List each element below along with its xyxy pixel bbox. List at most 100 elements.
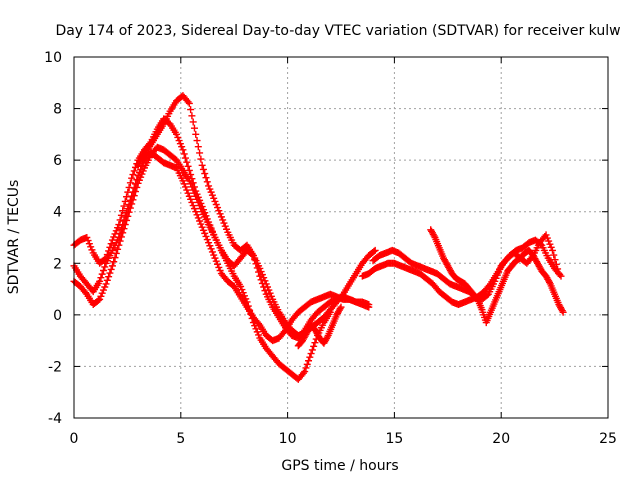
data-point-fill: [223, 225, 231, 233]
data-point: [205, 239, 213, 247]
y-tick-label: 8: [53, 102, 62, 118]
data-point: [102, 280, 110, 288]
data-point-fill: [190, 205, 198, 213]
data-point-fill: [117, 211, 125, 219]
data-point-fill: [244, 302, 252, 310]
data-point-fill: [545, 237, 553, 245]
data-point: [96, 277, 104, 285]
data-point-fill: [305, 357, 313, 365]
data-point-fill: [110, 258, 118, 266]
data-point-fill: [120, 225, 128, 233]
data-point: [491, 277, 499, 285]
data-point-fill: [105, 273, 113, 281]
data-point-fill: [124, 188, 132, 196]
data-point: [249, 319, 257, 327]
series-track-e: [358, 236, 565, 309]
data-point-fill: [492, 274, 500, 282]
data-point-fill: [193, 211, 201, 219]
data-point: [555, 270, 563, 278]
data-point-fill: [174, 133, 182, 141]
data-point-fill: [116, 216, 124, 224]
data-point-fill: [111, 254, 119, 262]
data-point: [185, 166, 193, 174]
data-point-fill: [135, 176, 143, 184]
data-point-fill: [552, 260, 560, 268]
data-point-fill: [547, 243, 555, 251]
data-point-fill: [551, 256, 559, 264]
data-point-fill: [103, 251, 111, 259]
data-point-fill: [189, 186, 197, 194]
data-point-fill: [107, 265, 115, 273]
y-tick-label: -4: [48, 411, 62, 427]
data-point-fill: [207, 245, 215, 253]
data-point: [337, 303, 345, 311]
data-point-fill: [203, 178, 211, 186]
data-point-fill: [103, 276, 111, 284]
data-point-fill: [193, 137, 201, 145]
data-point-fill: [310, 342, 318, 350]
data-point-fill: [133, 183, 141, 191]
data-point-fill: [123, 216, 131, 224]
y-tick-label: 4: [53, 205, 62, 221]
data-point-fill: [107, 240, 115, 248]
data-point-fill: [123, 193, 131, 201]
data-point-fill: [239, 289, 247, 297]
data-point: [134, 179, 142, 187]
data-point-fill: [111, 230, 119, 238]
data-point-fill: [139, 167, 147, 175]
data-point-fill: [253, 264, 261, 272]
data-point-fill: [238, 286, 246, 294]
y-tick-label: 0: [53, 308, 62, 324]
data-point: [198, 223, 206, 231]
data-point: [115, 221, 123, 229]
data-point-fill: [199, 226, 207, 234]
data-point-fill: [196, 149, 204, 157]
data-point-fill: [114, 245, 122, 253]
data-point-fill: [306, 353, 314, 361]
data-point-fill: [193, 195, 201, 203]
data-point-fill: [181, 183, 189, 191]
y-tick-label: 2: [53, 256, 62, 272]
data-point: [121, 197, 129, 205]
data-point-fill: [221, 222, 229, 230]
x-tick-label: 25: [599, 431, 617, 447]
data-point: [83, 234, 91, 241]
data-point-fill: [323, 333, 331, 341]
data-point-fill: [190, 189, 198, 197]
data-point-fill: [215, 207, 223, 215]
data-point-fill: [132, 188, 140, 196]
data-point-fill: [85, 240, 93, 248]
data-point-fill: [215, 263, 223, 271]
data-point-fill: [178, 143, 186, 151]
data-point-fill: [199, 165, 207, 173]
data-point-fill: [114, 224, 122, 232]
chart-title: Day 174 of 2023, Sidereal Day-to-day VTE…: [55, 23, 620, 39]
data-point-fill: [116, 237, 124, 245]
data-point-fill: [201, 229, 209, 237]
data-point-fill: [98, 270, 106, 278]
data-point-fill: [106, 269, 114, 277]
data-point-fill: [120, 202, 128, 210]
data-point-fill: [336, 305, 344, 313]
data-point-fill: [97, 292, 105, 300]
data-point-fill: [206, 185, 214, 193]
data-point-fill: [214, 204, 222, 212]
data-point-fill: [214, 260, 222, 268]
data-point: [185, 192, 193, 200]
data-point-fill: [105, 247, 113, 255]
data-point-fill: [261, 287, 269, 295]
data-point-fill: [189, 118, 197, 126]
data-point-fill: [255, 268, 263, 276]
data-point-fill: [257, 276, 265, 284]
data-point-fill: [82, 289, 90, 297]
data-point-fill: [370, 247, 378, 255]
x-axis-label: GPS time / hours: [281, 458, 398, 474]
data-point-fill: [266, 289, 274, 297]
data-point-fill: [125, 183, 133, 191]
data-point-fill: [311, 339, 319, 347]
data-point-fill: [302, 364, 310, 372]
data-point: [192, 208, 200, 216]
data-point-fill: [554, 265, 562, 273]
data-point: [128, 200, 136, 208]
